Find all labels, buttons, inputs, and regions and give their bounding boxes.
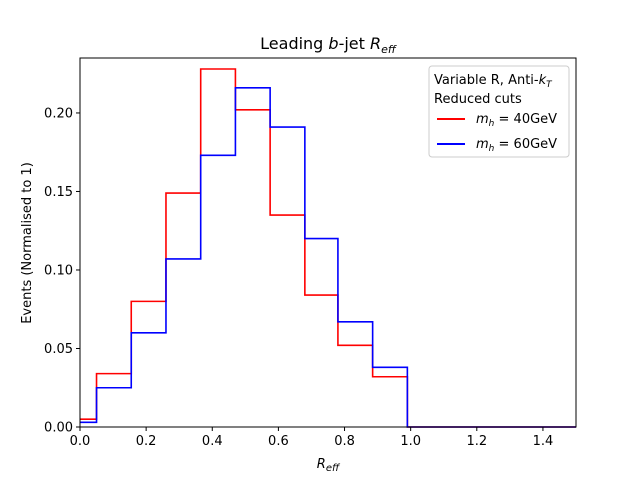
legend-label-40gev: mh = 40GeV: [476, 112, 557, 129]
x-tick-label-7: 1.4: [533, 434, 554, 449]
x-tick-label-1: 0.2: [136, 434, 157, 449]
legend: Variable R, Anti-kT Reduced cuts mh = 40…: [428, 65, 570, 158]
x-axis-label: Reff: [317, 457, 341, 474]
x-tick-label-0: 0.0: [70, 434, 91, 449]
title-part-b: b: [328, 34, 338, 53]
x-tick-label-2: 0.4: [202, 434, 223, 449]
x-tick-label-3: 0.6: [268, 434, 289, 449]
title-part-R: R: [370, 34, 381, 53]
title-part-sub: eff: [381, 43, 397, 56]
legend-box: [428, 65, 570, 158]
legend-title-line2: Reduced cuts: [434, 92, 522, 107]
y-tick-label-1: 0.05: [44, 342, 73, 357]
title-part-1: Leading: [260, 34, 328, 53]
y-tick-label-2: 0.10: [44, 263, 73, 278]
x-tick-label-5: 1.0: [400, 434, 421, 449]
legend-title-line1: Variable R, Anti-kT: [434, 73, 553, 90]
legend-label-60gev: mh = 60GeV: [476, 137, 557, 154]
x-tick-label-4: 0.8: [334, 434, 355, 449]
title-part-2: -jet: [339, 34, 370, 53]
x-tick-label-6: 1.2: [466, 434, 487, 449]
y-tick-label-0: 0.00: [44, 421, 73, 436]
y-tick-label-4: 0.20: [44, 106, 73, 121]
y-tick-label-3: 0.15: [44, 185, 73, 200]
y-axis-label: Events (Normalised to 1): [20, 162, 35, 324]
ticks-layer: 0.0 0.2 0.4 0.6 0.8 1.0 1.2 1.4 0.00 0.05 0.10 0.15…: [44, 106, 553, 449]
chart-title: Leading b-jet Reff: [260, 34, 397, 56]
axes-frame: [79, 57, 577, 428]
